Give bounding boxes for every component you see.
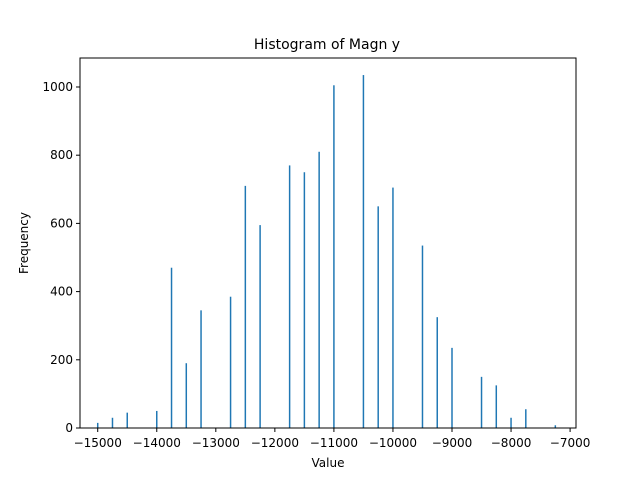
y-axis-label: Frequency <box>17 212 31 274</box>
histogram-bar <box>185 363 188 428</box>
plot-frame <box>79 57 577 429</box>
x-tick-label: −9000 <box>432 436 473 450</box>
histogram-bar <box>421 245 424 428</box>
histogram-bar <box>318 151 320 428</box>
x-tick-label: −15000 <box>74 436 122 450</box>
histogram-bar <box>244 185 247 428</box>
y-tick-label: 600 <box>50 216 73 230</box>
histogram-bar <box>96 422 99 428</box>
histogram-bar <box>480 376 483 428</box>
chart-title: Histogram of Magn y <box>254 37 400 53</box>
histogram-bar <box>377 206 379 428</box>
histogram-bar <box>495 385 498 428</box>
histogram-bar <box>392 187 394 428</box>
histogram-bar <box>436 317 438 428</box>
histogram-bar <box>126 412 128 428</box>
histogram-bar <box>362 75 365 429</box>
histogram-bar <box>229 296 232 428</box>
y-tick-label: 800 <box>50 148 73 162</box>
y-tick-label: 0 <box>65 421 73 435</box>
histogram-bar <box>333 85 335 428</box>
x-axis: −15000 −14000 −13000 −12000 −11000 −10000 −900… <box>74 428 591 450</box>
y-tick-label: 200 <box>50 353 73 367</box>
bars-group <box>96 75 557 429</box>
x-tick-label: −14000 <box>133 436 181 450</box>
histogram-bar <box>554 425 557 428</box>
histogram-bar <box>510 417 512 428</box>
histogram-bar <box>303 172 306 428</box>
x-tick-label: −10000 <box>369 436 417 450</box>
histogram-bar <box>259 225 261 428</box>
x-tick-label: −13000 <box>192 436 240 450</box>
histogram-bar <box>451 347 453 428</box>
y-tick-label: 400 <box>50 285 73 299</box>
y-axis: 0 200 400 600 800 1000 <box>42 80 80 435</box>
x-tick-label: −11000 <box>310 436 358 450</box>
x-tick-label: −7000 <box>550 436 591 450</box>
histogram-bar <box>170 267 173 428</box>
histogram-bar <box>200 310 202 428</box>
x-tick-label: −12000 <box>251 436 299 450</box>
histogram-bar <box>156 410 158 428</box>
x-tick-label: −8000 <box>491 436 532 450</box>
histogram-bar <box>111 417 114 428</box>
x-axis-label: Value <box>312 456 345 470</box>
histogram-bar <box>288 165 291 429</box>
y-tick-label: 1000 <box>42 80 73 94</box>
histogram-bar <box>525 409 527 428</box>
